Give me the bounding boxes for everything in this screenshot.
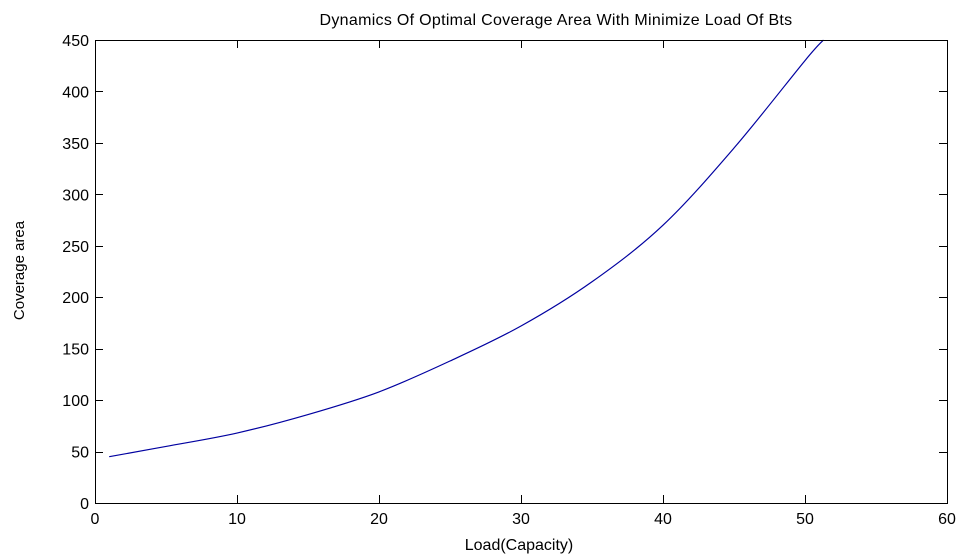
x-tick-label: 30 [512,511,530,528]
x-tick-label: 50 [796,511,814,528]
plot-frame [95,40,948,504]
y-tick-label: 350 [62,136,89,153]
y-tick-label: 400 [62,84,89,101]
y-tick-label: 0 [80,496,89,513]
y-tick-label: 250 [62,239,89,256]
x-tick-label: 0 [91,511,100,528]
y-tick-label: 50 [71,445,89,462]
y-axis-label: Coverage area [11,220,28,320]
tick-labels: 0 10 20 30 40 50 60 0 50 100 150 200 250 300 350 400 450 [62,33,956,528]
y-tick-label: 300 [62,187,89,204]
x-tick-label: 60 [938,511,956,528]
x-tick-label: 10 [228,511,246,528]
x-tick-label: 20 [370,511,388,528]
y-tick-label: 450 [62,33,89,50]
y-tick-label: 100 [62,393,89,410]
plot-area [95,40,947,503]
y-tick-label: 200 [62,290,89,307]
y-tick-label: 150 [62,342,89,359]
chart-title: Dynamics Of Optimal Coverage Area With M… [320,12,793,29]
x-tick-label: 40 [654,511,672,528]
series-line [109,39,824,458]
series-layer [109,39,824,458]
x-axis-label: Load(Capacity) [465,537,574,554]
